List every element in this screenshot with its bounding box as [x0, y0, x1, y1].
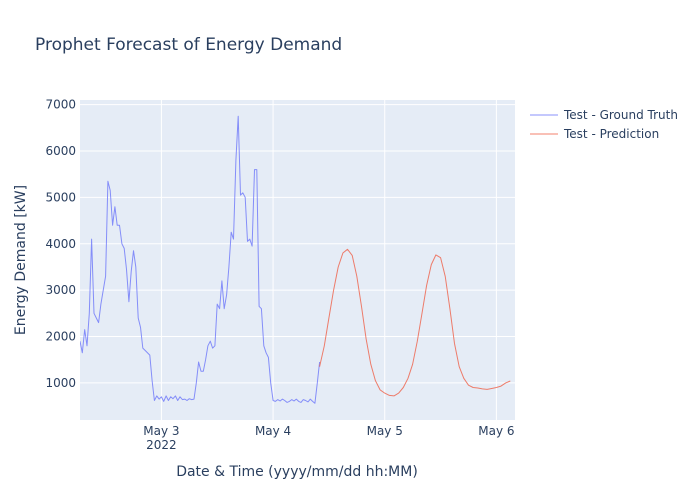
x-tick-label: May 6 — [478, 424, 514, 438]
y-tick-label: 3000 — [45, 283, 76, 297]
x-gridlines — [160, 100, 497, 420]
y-tick-label: 2000 — [45, 330, 76, 344]
series-line-prediction — [319, 248, 511, 397]
y-axis-ticks: 1000 2000 3000 4000 5000 6000 7000 — [45, 98, 76, 390]
plot-area — [80, 100, 515, 420]
series-line-ground-truth — [80, 115, 321, 404]
x-axis-title: Date & Time (yyyy/mm/dd hh:MM) — [176, 464, 418, 480]
y-tick-label: 1000 — [45, 376, 76, 390]
legend[interactable]: Test - Ground Truth Test - Prediction — [530, 108, 678, 141]
y-tick-label: 4000 — [45, 237, 76, 251]
y-tick-label: 6000 — [45, 144, 76, 158]
x-tick-label: May 3 — [143, 424, 179, 438]
y-tick-label: 5000 — [45, 190, 76, 204]
y-tick-label: 7000 — [45, 98, 76, 112]
x-tick-label: May 4 — [255, 424, 291, 438]
legend-item[interactable]: Test - Ground Truth — [530, 108, 678, 122]
legend-item[interactable]: Test - Prediction — [530, 127, 659, 141]
x-tick-label: May 5 — [367, 424, 403, 438]
y-axis-title: Energy Demand [kW] — [13, 185, 29, 335]
chart-title: Prophet Forecast of Energy Demand — [35, 35, 342, 55]
legend-label: Test - Prediction — [563, 127, 659, 141]
series-layer — [80, 115, 511, 404]
legend-label: Test - Ground Truth — [563, 108, 678, 122]
x-tick-sublabel: 2022 — [146, 438, 177, 452]
